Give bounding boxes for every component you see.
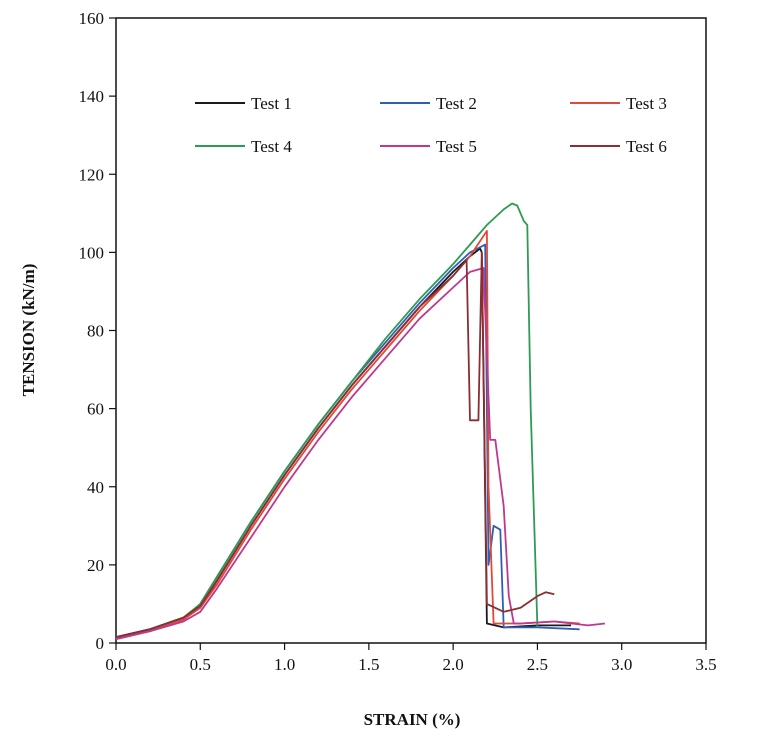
y-tick-label: 140 [79,87,105,106]
y-axis: 0 20 40 60 80 100 120 140 160 [79,9,116,653]
y-axis-title: TENSION (kN/m) [19,264,38,397]
series-line-test-2 [115,243,580,638]
x-tick-label: 3.0 [611,655,632,674]
x-tick-label: 0.0 [105,655,126,674]
legend: Test 1 Test 2 Test 3 Test 4 Test 5 Test 6 [195,94,667,156]
series-line-test-3 [115,229,580,640]
legend-entry: Test 3 [626,94,667,113]
plot-border [115,17,707,644]
series-line-test-6 [115,251,555,638]
y-tick-label: 80 [87,322,104,341]
series-line-test-4 [115,202,539,638]
x-tick-label: 1.0 [274,655,295,674]
y-tick-label: 40 [87,478,104,497]
y-tick-label: 100 [79,243,105,262]
series-layer [115,202,606,640]
x-tick-label: 2.5 [527,655,548,674]
legend-entry: Test 2 [436,94,477,113]
x-tick-label: 2.0 [443,655,464,674]
plot-area [115,17,707,644]
x-tick-label: 3.5 [695,655,716,674]
y-tick-label: 0 [96,634,105,653]
series-line-test-5 [115,267,606,640]
legend-entry: Test 1 [251,94,292,113]
y-tick-label: 60 [87,400,104,419]
legend-entry: Test 6 [626,137,667,156]
legend-entry: Test 5 [436,137,477,156]
x-axis-title: STRAIN (%) [364,710,461,729]
y-tick-label: 20 [87,556,104,575]
x-tick-label: 0.5 [190,655,211,674]
y-tick-label: 160 [79,9,105,28]
legend-entry: Test 4 [251,137,292,156]
x-axis: 0.0 0.5 1.0 1.5 2.0 2.5 3.0 3.5 [105,643,717,674]
x-tick-label: 1.5 [358,655,379,674]
y-tick-label: 120 [79,165,105,184]
